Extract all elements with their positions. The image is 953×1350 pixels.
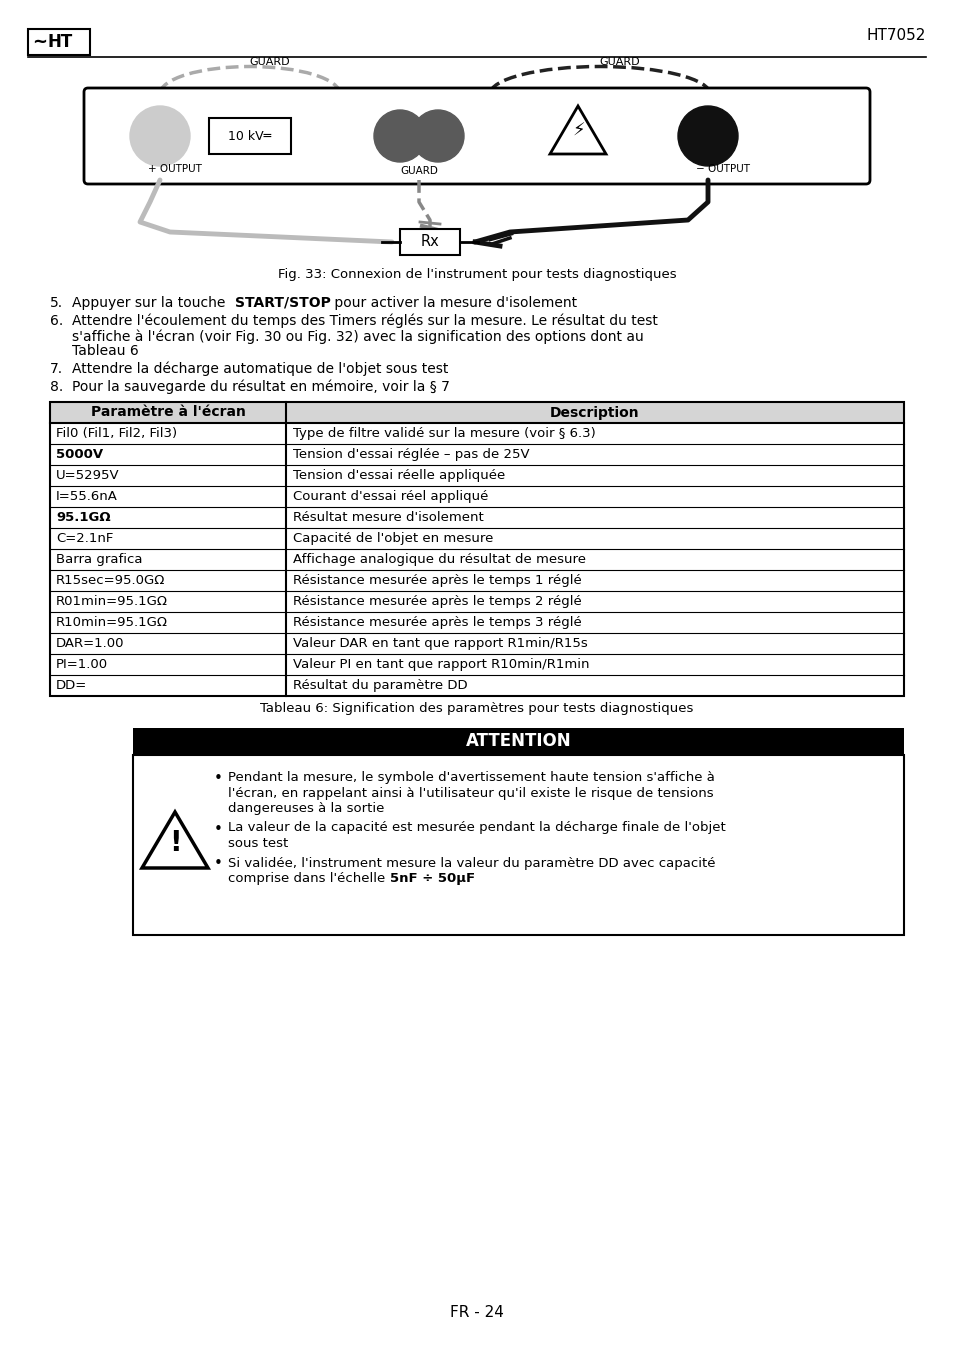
Polygon shape (550, 107, 605, 154)
Bar (399, 230, 459, 255)
Text: 5000V: 5000V (56, 448, 103, 460)
Text: !: ! (169, 829, 181, 857)
Text: •: • (213, 771, 223, 786)
Text: Pendant la mesure, le symbole d'avertissement haute tension s'affiche à: Pendant la mesure, le symbole d'avertiss… (228, 771, 714, 784)
Text: HT: HT (48, 32, 73, 51)
FancyBboxPatch shape (209, 117, 291, 154)
Text: La valeur de la capacité est mesurée pendant la décharge finale de l'objet: La valeur de la capacité est mesurée pen… (228, 822, 725, 834)
Text: Pour la sauvegarde du résultat en mémoire, voir la § 7: Pour la sauvegarde du résultat en mémoir… (71, 379, 450, 394)
Text: PI=1.00: PI=1.00 (56, 657, 108, 671)
Text: Résistance mesurée après le temps 1 réglé: Résistance mesurée après le temps 1 régl… (293, 574, 581, 587)
Text: Si validée, l'instrument mesure la valeur du paramètre DD avec capacité: Si validée, l'instrument mesure la valeu… (228, 856, 715, 869)
Text: GUARD: GUARD (599, 57, 639, 68)
Text: GUARD: GUARD (250, 57, 290, 68)
Text: Fig. 33: Connexion de l'instrument pour tests diagnostiques: Fig. 33: Connexion de l'instrument pour … (277, 269, 676, 281)
Text: Capacité de l'objet en mesure: Capacité de l'objet en mesure (293, 532, 493, 545)
Text: Tableau 6: Tableau 6 (71, 344, 138, 358)
Text: Appuyer sur la touche: Appuyer sur la touche (71, 296, 230, 310)
Text: Tableau 6: Signification des paramètres pour tests diagnostiques: Tableau 6: Signification des paramètres … (260, 702, 693, 716)
Text: Résistance mesurée après le temps 2 réglé: Résistance mesurée après le temps 2 régl… (293, 595, 581, 608)
Text: 8.: 8. (50, 379, 63, 394)
Text: 6.: 6. (50, 315, 63, 328)
Text: Attendre l'écoulement du temps des Timers réglés sur la mesure. Le résultat du t: Attendre l'écoulement du temps des Timer… (71, 315, 658, 328)
Text: 95.1GΩ: 95.1GΩ (56, 512, 111, 524)
FancyBboxPatch shape (28, 28, 90, 55)
Text: − OUTPUT: − OUTPUT (696, 163, 749, 174)
Circle shape (130, 107, 190, 166)
Polygon shape (142, 811, 208, 868)
Bar (50, 402, 903, 697)
Text: 5nF ÷ 50μF: 5nF ÷ 50μF (390, 872, 475, 886)
Text: U=5295V: U=5295V (56, 468, 119, 482)
Text: Attendre la décharge automatique de l'objet sous test: Attendre la décharge automatique de l'ob… (71, 362, 448, 377)
Text: comprise dans l'échelle: comprise dans l'échelle (228, 872, 389, 886)
Text: Affichage analogique du résultat de mesure: Affichage analogique du résultat de mesu… (293, 554, 585, 566)
Text: I=55.6nA: I=55.6nA (56, 490, 118, 504)
Text: Fil0 (Fil1, Fil2, Fil3): Fil0 (Fil1, Fil2, Fil3) (56, 427, 177, 440)
Text: Barra grafica: Barra grafica (56, 554, 142, 566)
Text: Résistance mesurée après le temps 3 réglé: Résistance mesurée après le temps 3 régl… (293, 616, 581, 629)
Text: R15sec=95.0GΩ: R15sec=95.0GΩ (56, 574, 165, 587)
Text: •: • (213, 822, 223, 837)
Text: dangereuses à la sortie: dangereuses à la sortie (228, 802, 384, 815)
Text: pour activer la mesure d'isolement: pour activer la mesure d'isolement (330, 296, 577, 310)
Text: Paramètre à l'écran: Paramètre à l'écran (91, 405, 245, 420)
FancyBboxPatch shape (84, 88, 869, 184)
Text: + OUTPUT: + OUTPUT (148, 163, 202, 174)
Text: l'écran, en rappelant ainsi à l'utilisateur qu'il existe le risque de tensions: l'écran, en rappelant ainsi à l'utilisat… (228, 787, 713, 799)
Text: Rx: Rx (420, 235, 439, 250)
Text: ATTENTION: ATTENTION (465, 733, 571, 751)
Text: •: • (213, 856, 223, 872)
Bar (50, 402, 903, 423)
Bar (132, 728, 903, 755)
Text: Description: Description (550, 405, 639, 420)
Text: s'affiche à l'écran (voir Fig. 30 ou Fig. 32) avec la signification des options : s'affiche à l'écran (voir Fig. 30 ou Fig… (71, 329, 643, 343)
Text: START/STOP: START/STOP (234, 296, 331, 310)
Text: sous test: sous test (228, 837, 288, 850)
Text: Courant d'essai réel appliqué: Courant d'essai réel appliqué (293, 490, 488, 504)
Text: Valeur PI en tant que rapport R10min/R1min: Valeur PI en tant que rapport R10min/R1m… (293, 657, 589, 671)
Text: Tension d'essai réglée – pas de 25V: Tension d'essai réglée – pas de 25V (293, 448, 529, 460)
Text: Résultat mesure d'isolement: Résultat mesure d'isolement (293, 512, 483, 524)
Text: 7.: 7. (50, 362, 63, 377)
Text: 10 kV═: 10 kV═ (228, 130, 272, 143)
Text: HT7052: HT7052 (865, 27, 925, 42)
Text: ⚡: ⚡ (572, 122, 585, 140)
Text: DAR=1.00: DAR=1.00 (56, 637, 125, 649)
Bar (132, 755, 903, 936)
Text: ~: ~ (32, 32, 47, 51)
Text: FR - 24: FR - 24 (450, 1305, 503, 1320)
Text: C=2.1nF: C=2.1nF (56, 532, 113, 545)
Text: R01min=95.1GΩ: R01min=95.1GΩ (56, 595, 168, 608)
Circle shape (678, 107, 738, 166)
Text: Résultat du paramètre DD: Résultat du paramètre DD (293, 679, 467, 693)
Text: GUARD: GUARD (399, 166, 437, 176)
Text: DD=: DD= (56, 679, 87, 693)
Circle shape (412, 109, 463, 162)
Text: Type de filtre validé sur la mesure (voir § 6.3): Type de filtre validé sur la mesure (voi… (293, 427, 595, 440)
Circle shape (374, 109, 426, 162)
Text: 5.: 5. (50, 296, 63, 310)
Text: R10min=95.1GΩ: R10min=95.1GΩ (56, 616, 168, 629)
Text: Tension d'essai réelle appliquée: Tension d'essai réelle appliquée (293, 468, 505, 482)
Text: Valeur DAR en tant que rapport R1min/R15s: Valeur DAR en tant que rapport R1min/R15… (293, 637, 587, 649)
